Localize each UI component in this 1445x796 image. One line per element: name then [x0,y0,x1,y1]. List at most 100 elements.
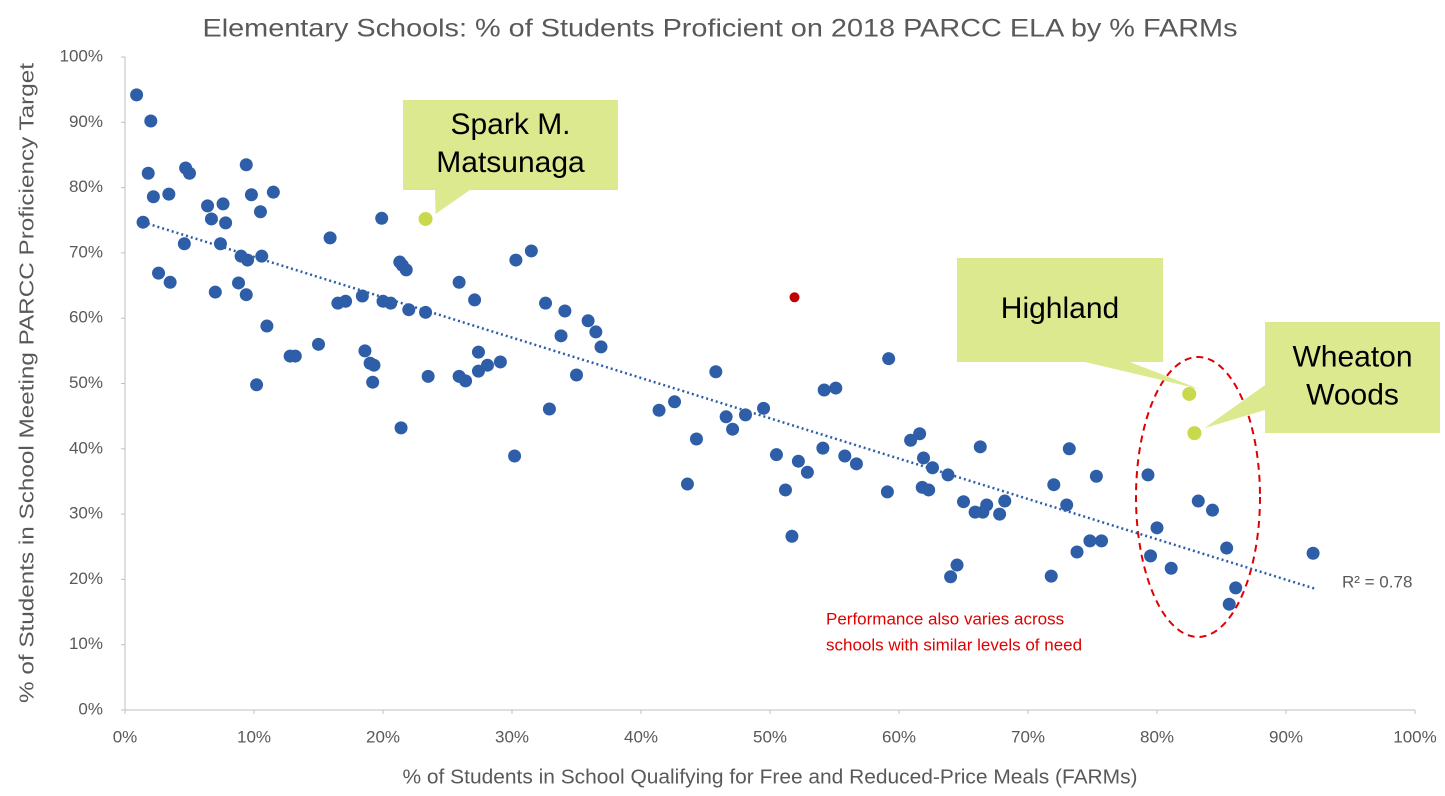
point [594,340,608,354]
point [1191,494,1205,508]
point [709,365,723,379]
callout-label: Matsunaga [436,146,585,179]
point [250,378,264,392]
y-tick-label: 20% [69,569,103,588]
point [957,495,970,509]
callout-box [1204,322,1440,433]
point [558,304,572,318]
point [791,454,805,468]
point [493,355,507,369]
point [208,285,222,299]
y-tick-label: 30% [69,504,103,523]
point [570,368,583,382]
r-squared: R² = 0.78 [1342,572,1412,591]
point [162,187,176,201]
y-tick-label: 70% [69,242,103,261]
point [480,358,494,372]
point [816,441,830,455]
point [136,215,150,229]
point [726,422,740,436]
point [1229,581,1243,595]
x-tick-label: 30% [495,727,529,746]
point [719,410,733,424]
point [917,451,931,465]
highlight-point [1187,426,1202,441]
point [468,293,482,307]
note: schools with similar levels of need [826,635,1082,654]
point [785,529,799,543]
callout-label: Highland [1001,292,1119,325]
x-tick-label: 100% [1393,727,1436,746]
point [882,352,896,366]
point [241,253,255,267]
callout-box [403,100,618,214]
x-tick-label: 0% [113,727,138,746]
x-tick-label: 10% [237,727,271,746]
point [239,158,253,172]
point [680,477,694,491]
x-tick-label: 90% [1269,727,1303,746]
y-tick-label: 80% [69,177,103,196]
point [922,483,936,497]
point [419,305,433,319]
point [554,329,568,343]
point [950,558,964,572]
point [266,185,280,199]
point [402,303,416,317]
point [1164,561,1178,575]
point [216,197,230,211]
x-tick-label: 60% [882,727,916,746]
point [144,114,158,128]
point [253,205,267,219]
point [358,344,372,358]
x-tick-label: 50% [753,727,787,746]
point [219,216,233,230]
point [204,212,218,226]
point [201,199,215,213]
point [926,461,940,475]
point [183,166,196,180]
point [539,296,553,310]
y-tick-label: 50% [69,373,103,392]
point [375,211,389,225]
point [260,319,274,333]
x-tick-label: 80% [1140,727,1174,746]
point [993,507,1007,521]
point [652,403,666,417]
callout-box [957,258,1200,389]
point [213,237,227,251]
point [1089,469,1103,483]
point [1047,478,1061,492]
point [1044,569,1058,583]
point [421,369,435,383]
point [769,448,783,462]
point [1095,534,1109,548]
point [738,408,752,422]
y-tick-label: 60% [69,308,103,327]
y-tick-label: 10% [69,634,103,653]
point [312,337,325,351]
point [399,263,413,277]
point [177,237,191,251]
x-tick-label: 40% [624,727,658,746]
point [452,275,466,289]
point [829,381,843,395]
point [998,494,1012,508]
callout-label: Spark M. [450,108,570,141]
point [339,294,353,308]
point [288,349,302,363]
x-tick-label: 70% [1011,727,1045,746]
point [255,249,269,263]
point [542,402,556,416]
point [384,296,398,310]
point [1220,541,1234,555]
chart-title: Elementary Schools: % of Students Profic… [203,15,1238,43]
highlight-ellipse [1135,356,1261,638]
y-tick-label: 90% [69,112,103,131]
highlight-point [1182,386,1197,401]
point [581,314,595,328]
point [973,440,987,454]
point [1060,498,1074,512]
point [323,231,337,245]
